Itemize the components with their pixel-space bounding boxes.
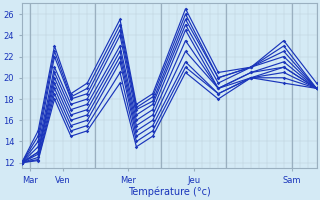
X-axis label: Température (°c): Température (°c) bbox=[128, 186, 211, 197]
